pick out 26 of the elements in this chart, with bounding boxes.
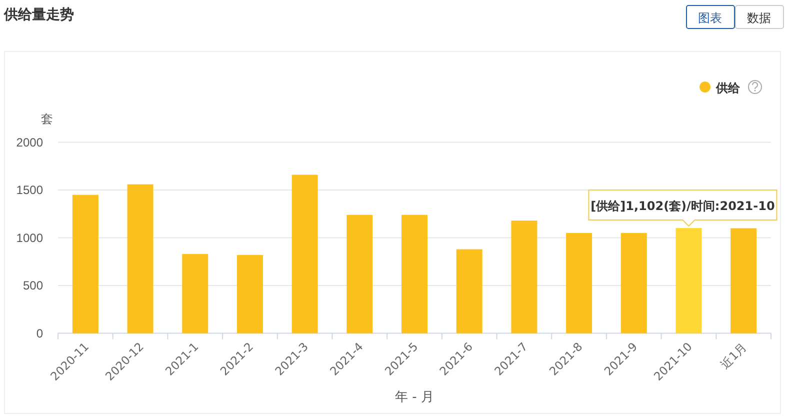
legend-label: 供给 <box>715 81 741 95</box>
bar <box>402 214 428 334</box>
y-tick-label: 500 <box>22 278 44 293</box>
bar <box>730 228 757 334</box>
bar <box>182 254 208 334</box>
bar <box>127 184 154 334</box>
bar <box>72 194 98 334</box>
bar <box>676 228 702 334</box>
bar <box>346 214 373 334</box>
text: 图表 <box>698 11 722 25</box>
x-axis-title: 年 - 月 <box>395 390 434 405</box>
y-axis-title: 套 <box>41 112 53 126</box>
y-tick-label: 2000 <box>16 135 44 150</box>
bar <box>456 249 482 334</box>
bar <box>236 254 263 334</box>
y-tick-label: 1000 <box>16 230 44 245</box>
y-tick-label: 1500 <box>16 183 44 198</box>
bar <box>620 233 647 334</box>
x-tick-label: 近1月 <box>718 340 750 372</box>
text: 数据 <box>747 11 771 25</box>
bar <box>292 174 318 334</box>
bar <box>511 220 538 334</box>
chart-title: 供给量走势 <box>3 6 74 22</box>
bar <box>566 233 592 334</box>
annotation: [供给]1,102(套)/时间:2021-10 <box>590 199 775 214</box>
y-tick-label: 0 <box>36 326 44 340</box>
